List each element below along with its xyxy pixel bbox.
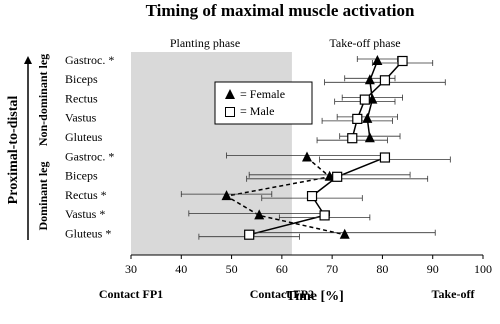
category-label: Gastroc. *: [65, 149, 114, 163]
y-axis-label: Proximal-to-distal: [6, 96, 21, 205]
marker-square: [379, 75, 391, 86]
category-label: Gluteus *: [65, 226, 111, 240]
category-label: Rectus *: [65, 188, 107, 202]
legend-label: = Male: [240, 104, 274, 118]
marker-triangle: [254, 209, 265, 220]
category-label: Vastus *: [65, 207, 105, 221]
x-tick-label: 50: [226, 262, 238, 276]
category-label: Biceps: [65, 169, 98, 183]
marker-square: [352, 113, 363, 125]
x-axis-label: Time [%]: [286, 289, 344, 304]
marker-square: [306, 191, 318, 202]
marker-square: [379, 152, 391, 163]
marker-triangle: [372, 55, 383, 65]
x-tick-label: 70: [326, 262, 338, 276]
x-tick-label: 30: [125, 262, 137, 276]
marker-triangle: [364, 132, 375, 143]
marker-square: [319, 210, 330, 221]
chart-title: Timing of maximal muscle activation: [146, 1, 415, 20]
marker-square: [397, 55, 408, 67]
phase-label: Take-off phase: [329, 36, 400, 50]
marker-square: [359, 94, 370, 105]
x-annotation: Contact FP1: [99, 287, 163, 301]
category-label: Biceps: [65, 72, 98, 86]
group-label: Dominant leg: [36, 162, 50, 231]
x-annotation: Take-off: [432, 287, 476, 301]
phase-label: Planting phase: [170, 36, 240, 50]
x-tick-label: 80: [376, 262, 388, 276]
category-label: Vastus: [65, 111, 97, 125]
x-tick-label: 90: [427, 262, 439, 276]
category-label: Gluteus: [65, 130, 103, 144]
marker-triangle: [221, 190, 232, 201]
x-tick-label: 40: [175, 262, 187, 276]
x-tick-label: 100: [474, 262, 492, 276]
marker-triangle: [339, 228, 350, 239]
marker-triangle: [302, 151, 312, 162]
category-label: Gastroc. *: [65, 53, 114, 67]
marker-triangle: [362, 112, 373, 123]
x-annotation: Contact FP2: [250, 287, 314, 301]
arrow-head: [24, 56, 32, 64]
marker-square: [332, 171, 343, 182]
marker-square: [347, 133, 358, 144]
legend-marker: [225, 107, 235, 117]
group-label: Non-dominant leg: [36, 54, 50, 146]
legend-label: = Female: [240, 87, 285, 101]
marker-triangle: [364, 74, 375, 85]
category-label: Rectus: [65, 91, 98, 105]
x-tick-label: 60: [276, 262, 288, 276]
marker-square: [244, 229, 255, 240]
legend-marker: [225, 89, 235, 99]
